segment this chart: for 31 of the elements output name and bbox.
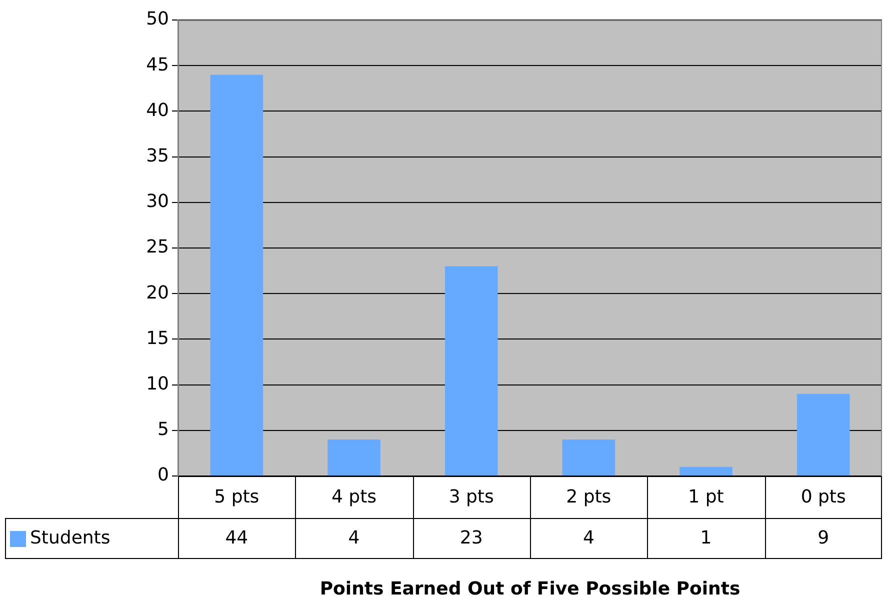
x-tick-label: 5 pts (214, 486, 260, 508)
y-tick-label: 5 (158, 419, 169, 440)
y-tick-label: 25 (146, 236, 169, 258)
y-tick-label: 10 (146, 373, 169, 394)
data-label: 1 (700, 528, 712, 549)
x-axis-title: Points Earned Out of Five Possible Points (320, 578, 740, 600)
data-label: 4 (582, 528, 594, 549)
x-tick-label: 4 pts (331, 486, 377, 508)
y-tick-label: 0 (158, 464, 169, 486)
bar (444, 266, 498, 476)
bar (328, 440, 380, 476)
bar (562, 440, 616, 476)
bar (210, 74, 264, 476)
x-tick-label: 1 pt (688, 486, 724, 508)
y-tick-label: 30 (146, 191, 169, 212)
data-label: 9 (818, 528, 830, 549)
y-tick-label: 20 (146, 282, 169, 304)
x-tick-label: 0 pts (800, 486, 846, 508)
x-tick-label: 3 pts (448, 486, 494, 508)
bar (796, 394, 850, 476)
data-label: 44 (225, 528, 248, 549)
y-tick-label: 40 (146, 100, 169, 121)
y-tick-label: 15 (146, 328, 169, 349)
y-tick-label: 50 (146, 8, 169, 30)
legend-label: Students (30, 528, 110, 549)
x-tick-label: 2 pts (566, 486, 612, 508)
y-tick-label: 35 (146, 145, 169, 166)
data-label: 23 (460, 528, 483, 549)
y-tick-label: 45 (146, 54, 169, 76)
data-label: 4 (348, 528, 360, 549)
bar (680, 466, 732, 476)
